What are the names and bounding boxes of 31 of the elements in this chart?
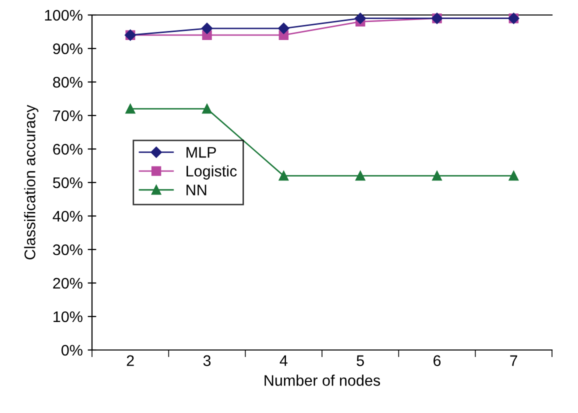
y-tick-label: 20%	[53, 278, 82, 289]
y-axis-title: Classification accuracy	[24, 104, 38, 260]
x-axis-title: Number of nodes	[264, 374, 380, 386]
y-tick-label: 90%	[53, 43, 82, 54]
y-tick-label: 40%	[52, 210, 82, 222]
point	[432, 170, 442, 181]
x-tick-label: 3	[203, 355, 211, 366]
y-tick-label: 100%	[45, 10, 82, 21]
legend-label: NN	[186, 184, 206, 196]
point	[202, 104, 212, 114]
point	[508, 170, 519, 181]
y-tick-label: 10%	[54, 311, 82, 322]
point	[201, 22, 213, 34]
y-tick-label: 70%	[53, 110, 82, 122]
y-tick-label: 50%	[53, 177, 82, 188]
y-tick-label: 0%	[61, 344, 82, 356]
point	[355, 170, 366, 181]
y-tick-label: 30%	[52, 244, 82, 256]
x-tick-label: 4	[280, 355, 288, 366]
legend-label: Logistic	[186, 165, 237, 180]
point	[278, 22, 290, 34]
x-tick-label: 6	[434, 355, 441, 366]
point	[125, 104, 136, 114]
x-tick-label: 5	[356, 355, 364, 366]
x-tick-label: 7	[510, 355, 518, 366]
y-tick-label: 60%	[53, 144, 82, 155]
y-tick-label: 80%	[53, 76, 82, 88]
point	[354, 12, 366, 24]
point	[278, 170, 289, 181]
legend-label: MLP	[186, 147, 216, 158]
x-tick-label: 2	[126, 355, 134, 366]
